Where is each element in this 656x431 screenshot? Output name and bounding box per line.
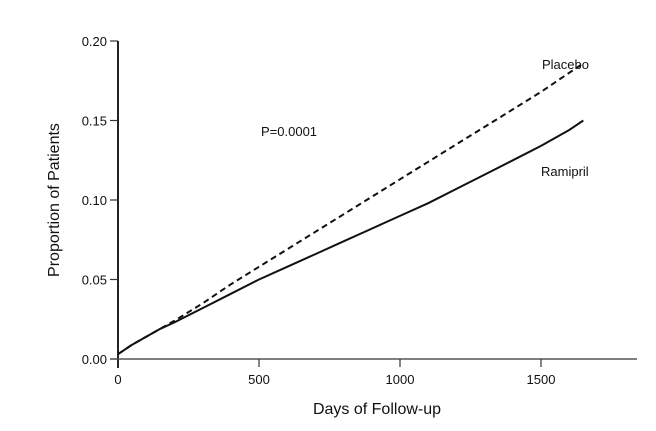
placebo-line — [117, 62, 584, 356]
x-tick-label: 500 — [248, 372, 270, 387]
ramipril-label: Ramipril — [541, 164, 589, 179]
x-tick-label: 0 — [114, 372, 121, 387]
y-tick-label: 0.00 — [82, 352, 107, 367]
y-tick-label: 0.05 — [82, 273, 107, 288]
y-axis-title: Proportion of Patients — [46, 123, 63, 277]
y-tick-label: 0.20 — [82, 34, 107, 49]
placebo-label: Placebo — [542, 57, 589, 72]
ramipril-line — [117, 119, 584, 356]
x-tick-label: 1000 — [386, 372, 415, 387]
y-tick-label: 0.10 — [82, 193, 107, 208]
x-axis: 0 500 1000 1500 — [110, 358, 637, 387]
x-axis-title: Days of Follow-up — [313, 401, 441, 418]
y-axis: 0.00 0.05 0.10 0.15 0.20 — [82, 34, 119, 368]
p-value-annotation: P=0.0001 — [261, 124, 317, 139]
series-layer — [117, 62, 584, 356]
x-tick-label: 1500 — [527, 372, 556, 387]
y-tick-label: 0.15 — [82, 114, 107, 129]
